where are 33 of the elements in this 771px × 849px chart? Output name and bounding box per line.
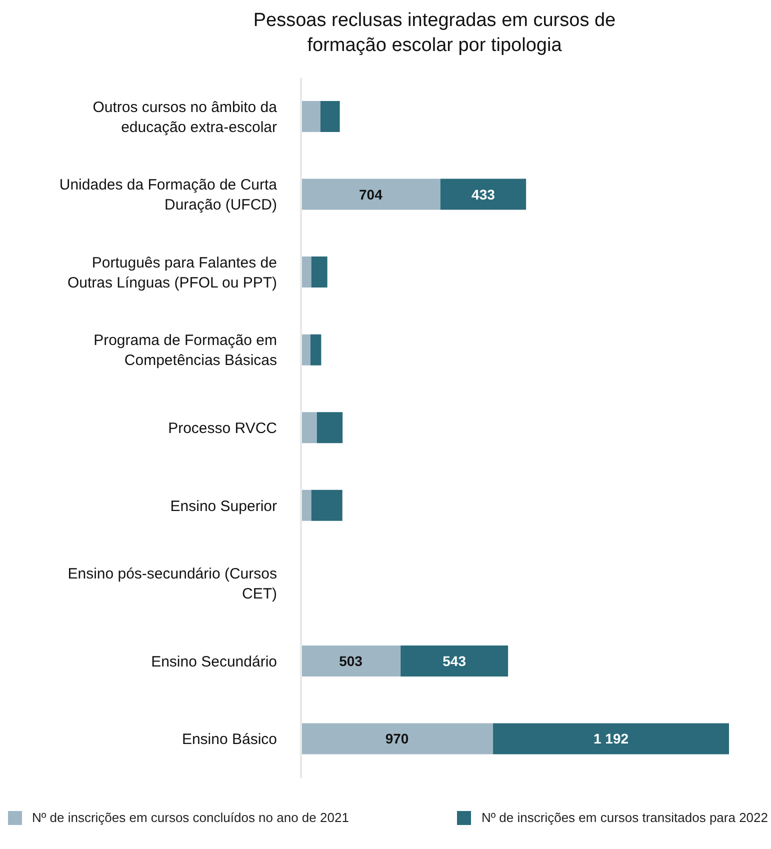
y-tick-label: Processo RVCC — [168, 420, 278, 436]
y-tick-label: Unidades da Formação de Curta Duração (UFCD) — [59, 176, 278, 214]
bar — [400, 645, 508, 676]
bar — [301, 256, 312, 288]
data-label: 543 — [442, 652, 466, 669]
bar — [301, 723, 494, 754]
bar — [301, 412, 317, 444]
bar — [311, 490, 342, 521]
y-tick-label: Português para Falantes de Outras Línguas (PFOL ou PPT) — [67, 254, 278, 291]
y-tick-label: Outros cursos no âmbito da educação extra-escolar — [92, 98, 278, 136]
bar — [310, 334, 322, 366]
bar — [301, 178, 440, 210]
bar — [301, 101, 320, 132]
legend-label: Nº de inscrições em cursos concluídos no ano de 2021 — [32, 810, 349, 825]
bar — [316, 412, 343, 444]
y-tick-label: Ensino Básico — [182, 730, 277, 748]
y-tick-label: Ensino Secundário — [151, 652, 277, 670]
bar — [301, 490, 312, 521]
data-label: 503 — [339, 652, 363, 669]
data-label: 704 — [359, 186, 383, 202]
y-tick-label: Ensino pós-secundário (Cursos CET) — [68, 565, 277, 602]
bar — [440, 178, 526, 210]
data-label: 433 — [472, 186, 496, 202]
bar — [301, 645, 401, 676]
bar — [493, 723, 729, 754]
legend-label: Nº de inscrições em cursos transitados para 2022 — [481, 810, 768, 825]
chart-title: Pessoas reclusas integradas em cursos de formação escolar por tipologia — [252, 9, 617, 58]
data-label: 970 — [385, 730, 409, 747]
data-label: 1 192 — [593, 730, 629, 747]
y-tick-label: Programa de Formação em Competências Básicas — [94, 332, 277, 369]
bar — [320, 101, 340, 132]
bar — [311, 256, 328, 288]
y-tick-label: Ensino Superior — [170, 497, 277, 514]
